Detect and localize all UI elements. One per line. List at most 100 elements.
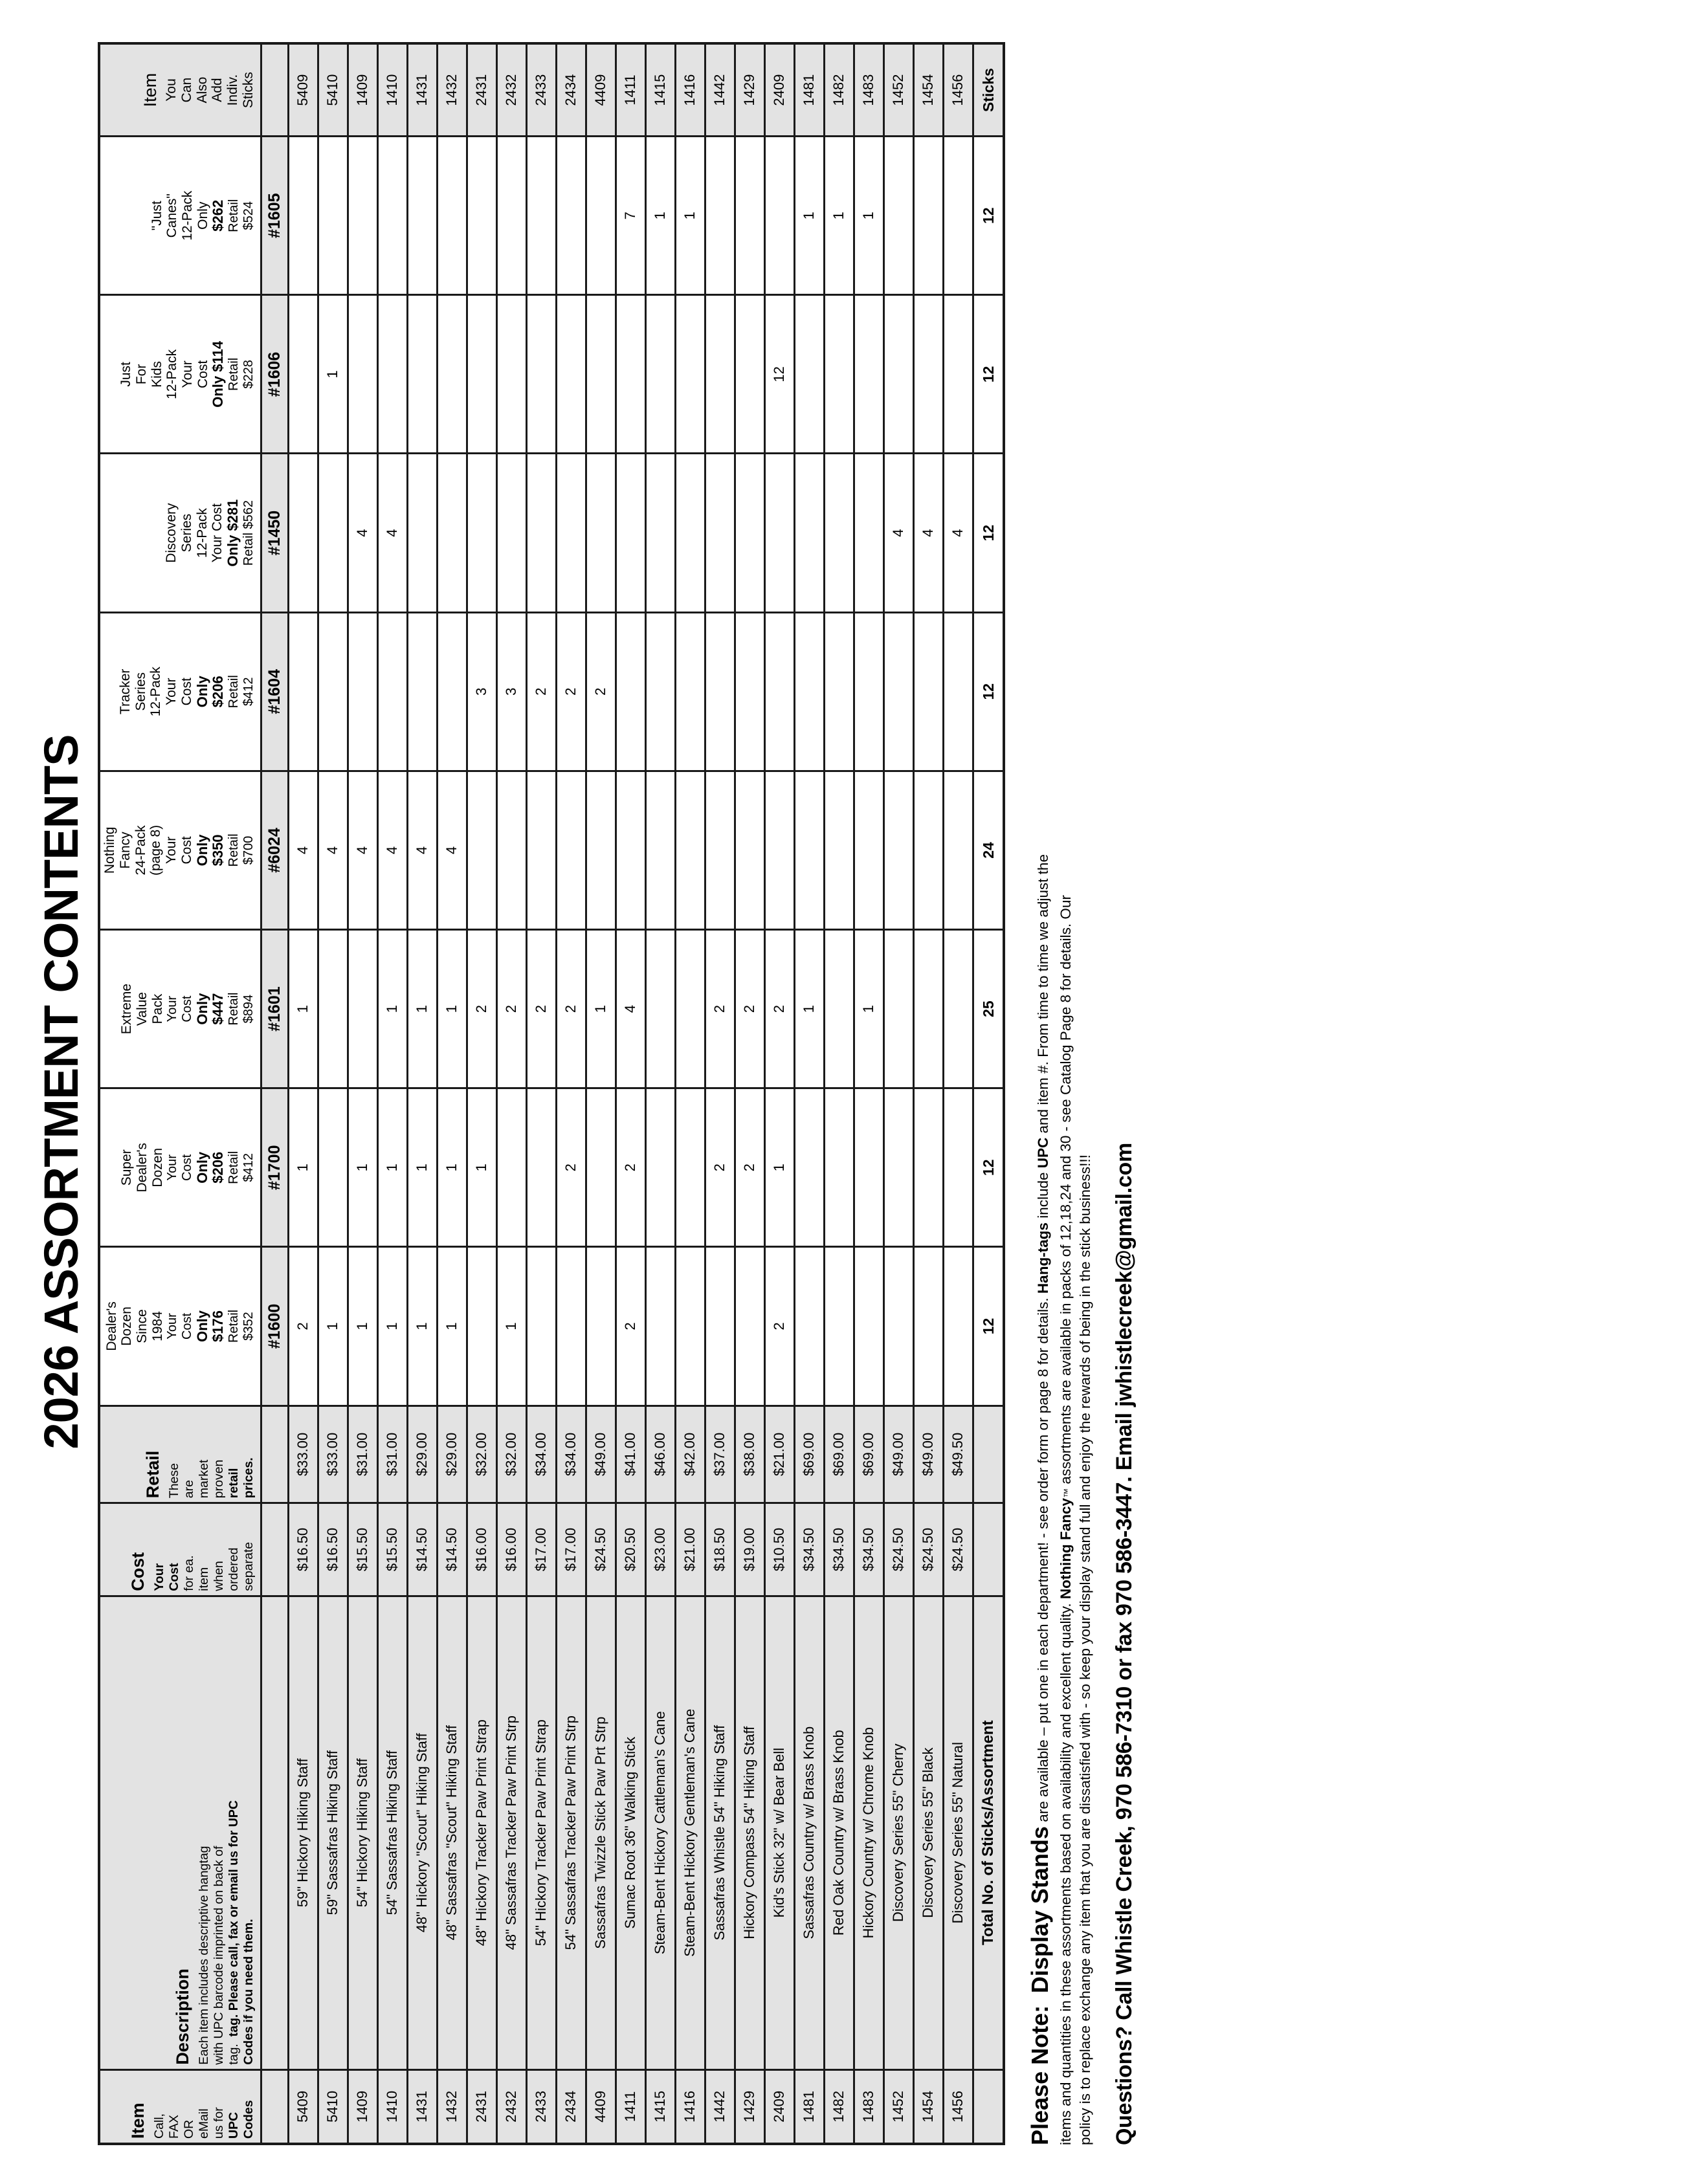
row-2-item-right: 1409	[348, 43, 377, 137]
table-row: 2431 48" Hickory Tracker Paw Print Strap $…	[467, 43, 496, 2144]
row-1-qty-2	[318, 929, 348, 1088]
row-14-qty-6	[705, 294, 735, 454]
row-3-item: 1410	[377, 2069, 407, 2144]
assort-6-retail-label: Retail	[227, 357, 241, 391]
assort-4-retail-label: Retail	[227, 675, 241, 709]
table-row: 1431 48" Hickory "Scout" Hiking Staff $14.…	[407, 43, 437, 2144]
row-7-description: 48" Sassafras Tracker Paw Print Strp	[496, 1596, 526, 2070]
assort-0-retail-price: $352	[241, 1312, 256, 1341]
desc-note-3: tag. tag. Please call, fax or email us f…	[226, 1800, 241, 2065]
header-item-label: Item	[128, 2102, 148, 2139]
row-19-retail: $69.00	[854, 1406, 883, 1503]
assort-1-only-label: Only	[194, 1151, 210, 1184]
row-2-qty-7	[348, 136, 377, 295]
row-0-qty-6	[288, 294, 318, 454]
table-row: 1409 54" Hickory Hiking Staff $15.50 $31.00…	[348, 43, 377, 2144]
row-5-qty-5	[437, 454, 467, 613]
total-qty-3: 24	[973, 771, 1004, 930]
row-7-qty-2: 2	[496, 929, 526, 1088]
item-note-3: OR	[181, 2119, 196, 2139]
note-line1-c: include	[1035, 1168, 1051, 1223]
row-11-qty-2: 4	[616, 929, 645, 1088]
row-16-item-right: 2409	[764, 43, 794, 137]
assort-2-cost-2: Cost	[180, 995, 194, 1022]
row-13-retail: $42.00	[675, 1406, 705, 1503]
header-cell-description: Description Each item includes descripti…	[99, 1596, 261, 2070]
row-14-retail: $37.00	[705, 1406, 735, 1503]
row-16-qty-2: 2	[764, 929, 794, 1088]
assort-4-cost-1: Your	[164, 678, 179, 705]
item-note-1: Call,	[151, 2113, 166, 2139]
row-3-qty-6	[377, 294, 407, 454]
row-9-item: 2434	[556, 2069, 586, 2144]
assort-7-name-2: Canes"	[164, 193, 180, 238]
row-21-qty-6	[913, 294, 943, 454]
table-row: 1429 Hickory Compass 54" Hiking Staff $19.…	[735, 43, 764, 2144]
row-8-cost: $17.00	[526, 1503, 556, 1596]
row-5-cost: $14.50	[437, 1503, 467, 1596]
assort-5-cost-1: Your Cost	[210, 503, 225, 563]
row-12-qty-5	[645, 454, 675, 613]
row-21-retail: $49.00	[913, 1406, 943, 1503]
row-13-qty-6	[675, 294, 705, 454]
row-2-qty-3: 4	[348, 771, 377, 930]
row-0-qty-7	[288, 136, 318, 295]
row-18-qty-2	[824, 929, 854, 1088]
row-11-qty-1: 2	[616, 1088, 645, 1247]
row-16-item: 2409	[764, 2069, 794, 2144]
row-3-qty-3: 4	[377, 771, 407, 930]
row-1-item-right: 5410	[318, 43, 348, 137]
row-0-item-right: 5409	[288, 43, 318, 137]
row-5-item: 1432	[437, 2069, 467, 2144]
table-row: 1454 Discovery Series 55" Black $24.50 $49.…	[913, 43, 943, 2144]
assort-6-only-label: Only $114	[210, 341, 227, 408]
assort-7-retail-price: $524	[241, 201, 256, 230]
item-note-7: Codes	[241, 2100, 256, 2139]
total-qty-7: 12	[973, 136, 1004, 295]
row-1-description: 59" Sassafras Hiking Staff	[318, 1596, 348, 2070]
row-9-qty-7	[556, 136, 586, 295]
row-16-cost: $10.50	[764, 1503, 794, 1596]
row-6-qty-1: 1	[467, 1088, 496, 1247]
cost-note-3: for ea.	[181, 1555, 196, 1591]
row-3-item-right: 1410	[377, 43, 407, 137]
row-20-item-right: 1452	[883, 43, 913, 137]
row-2-qty-6	[348, 294, 377, 454]
row-11-qty-0: 2	[616, 1246, 645, 1406]
assort-3-cost-2: Cost	[179, 836, 194, 865]
row-3-qty-4	[377, 612, 407, 771]
row-17-qty-1	[794, 1088, 824, 1247]
row-12-item: 1415	[645, 2069, 675, 2144]
row-20-qty-3	[883, 771, 913, 930]
right-note-4: Add	[210, 78, 225, 102]
assortment-id-row: #1600 #1700 #1601 #6024 #1604 #1450 #160…	[261, 43, 288, 2144]
row-22-retail: $49.50	[943, 1406, 973, 1503]
header-item-right-label: Item	[140, 72, 160, 107]
row-1-qty-3: 4	[318, 771, 348, 930]
row-20-item: 1452	[883, 2069, 913, 2144]
row-20-qty-7	[883, 136, 913, 295]
right-note-3: Also	[194, 76, 210, 104]
row-17-qty-6	[794, 294, 824, 454]
item-note-5: us for	[211, 2107, 226, 2139]
table-row: 2432 48" Sassafras Tracker Paw Print Strp…	[496, 43, 526, 2144]
please-note-title: Please Note:	[1027, 2005, 1053, 2145]
row-1-qty-4	[318, 612, 348, 771]
assort-6-cost-2: Cost	[195, 360, 210, 389]
desc-note-3-bold: tag. Please call, fax or email us for UP…	[226, 1800, 241, 2037]
table-body: 5409 59" Hickory Hiking Staff $16.50 $33.00…	[288, 43, 1004, 2144]
row-6-cost: $16.00	[467, 1503, 496, 1596]
id-row-blank-retail	[261, 1406, 288, 1503]
row-15-description: Hickory Compass 54" Hiking Staff	[735, 1596, 764, 2070]
table-row: 2434 54" Sassafras Tracker Paw Print Strp…	[556, 43, 586, 2144]
assort-5-only-label: Only $281	[225, 499, 241, 567]
retail-note-6: prices.	[241, 1457, 256, 1499]
row-11-cost: $20.50	[616, 1503, 645, 1596]
assort-0-cost-2: Cost	[180, 1312, 194, 1340]
table-row: 1481 Sassafras Country w/ Brass Knob $34.5…	[794, 43, 824, 2144]
row-20-qty-2	[883, 929, 913, 1088]
row-21-qty-0	[913, 1246, 943, 1406]
row-17-qty-2: 1	[794, 929, 824, 1088]
header-cell-assortment-1: Super Dealer's Dozen Your Cost Only $206…	[99, 1088, 261, 1247]
